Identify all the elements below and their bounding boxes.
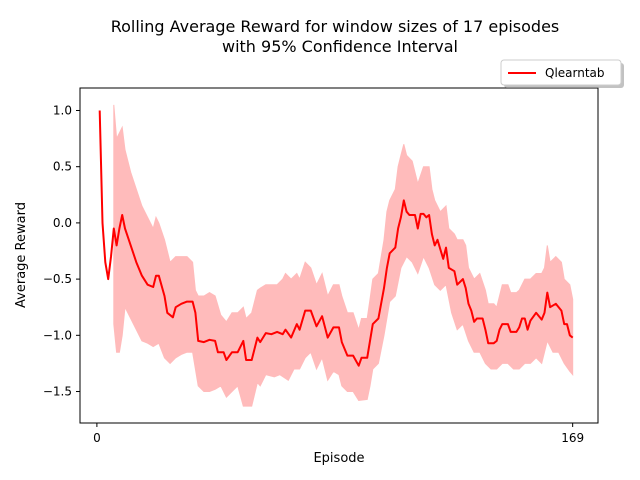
y-tick-label: 1.0 xyxy=(53,103,72,117)
x-tick-label: 0 xyxy=(93,431,101,445)
plot-area xyxy=(79,87,599,424)
plot-frame xyxy=(79,87,599,424)
y-tick-label: −1.5 xyxy=(43,385,72,399)
y-axis: 1.0 0.5 0.0 −0.5 −1.0 −1.5 xyxy=(43,103,80,399)
y-axis-label: Average Reward xyxy=(14,202,29,308)
confidence-band xyxy=(113,104,574,407)
legend: Qlearntab xyxy=(500,59,624,88)
chart-title-line1: Rolling Average Reward for window sizes … xyxy=(111,17,560,36)
chart-title-line2: with 95% Confidence Interval xyxy=(222,37,458,56)
legend-box xyxy=(500,59,622,86)
x-tick-label: 169 xyxy=(561,431,584,445)
y-tick-label: −0.5 xyxy=(43,272,72,286)
y-tick-label: −1.0 xyxy=(43,328,72,342)
legend-label-qlearntab: Qlearntab xyxy=(545,66,605,80)
series-line-qlearntab xyxy=(98,110,574,367)
y-tick-label: 0.5 xyxy=(53,160,72,174)
y-tick-label: 0.0 xyxy=(53,216,72,230)
x-axis-label: Episode xyxy=(313,451,364,466)
x-axis: 0 169 xyxy=(93,423,584,445)
